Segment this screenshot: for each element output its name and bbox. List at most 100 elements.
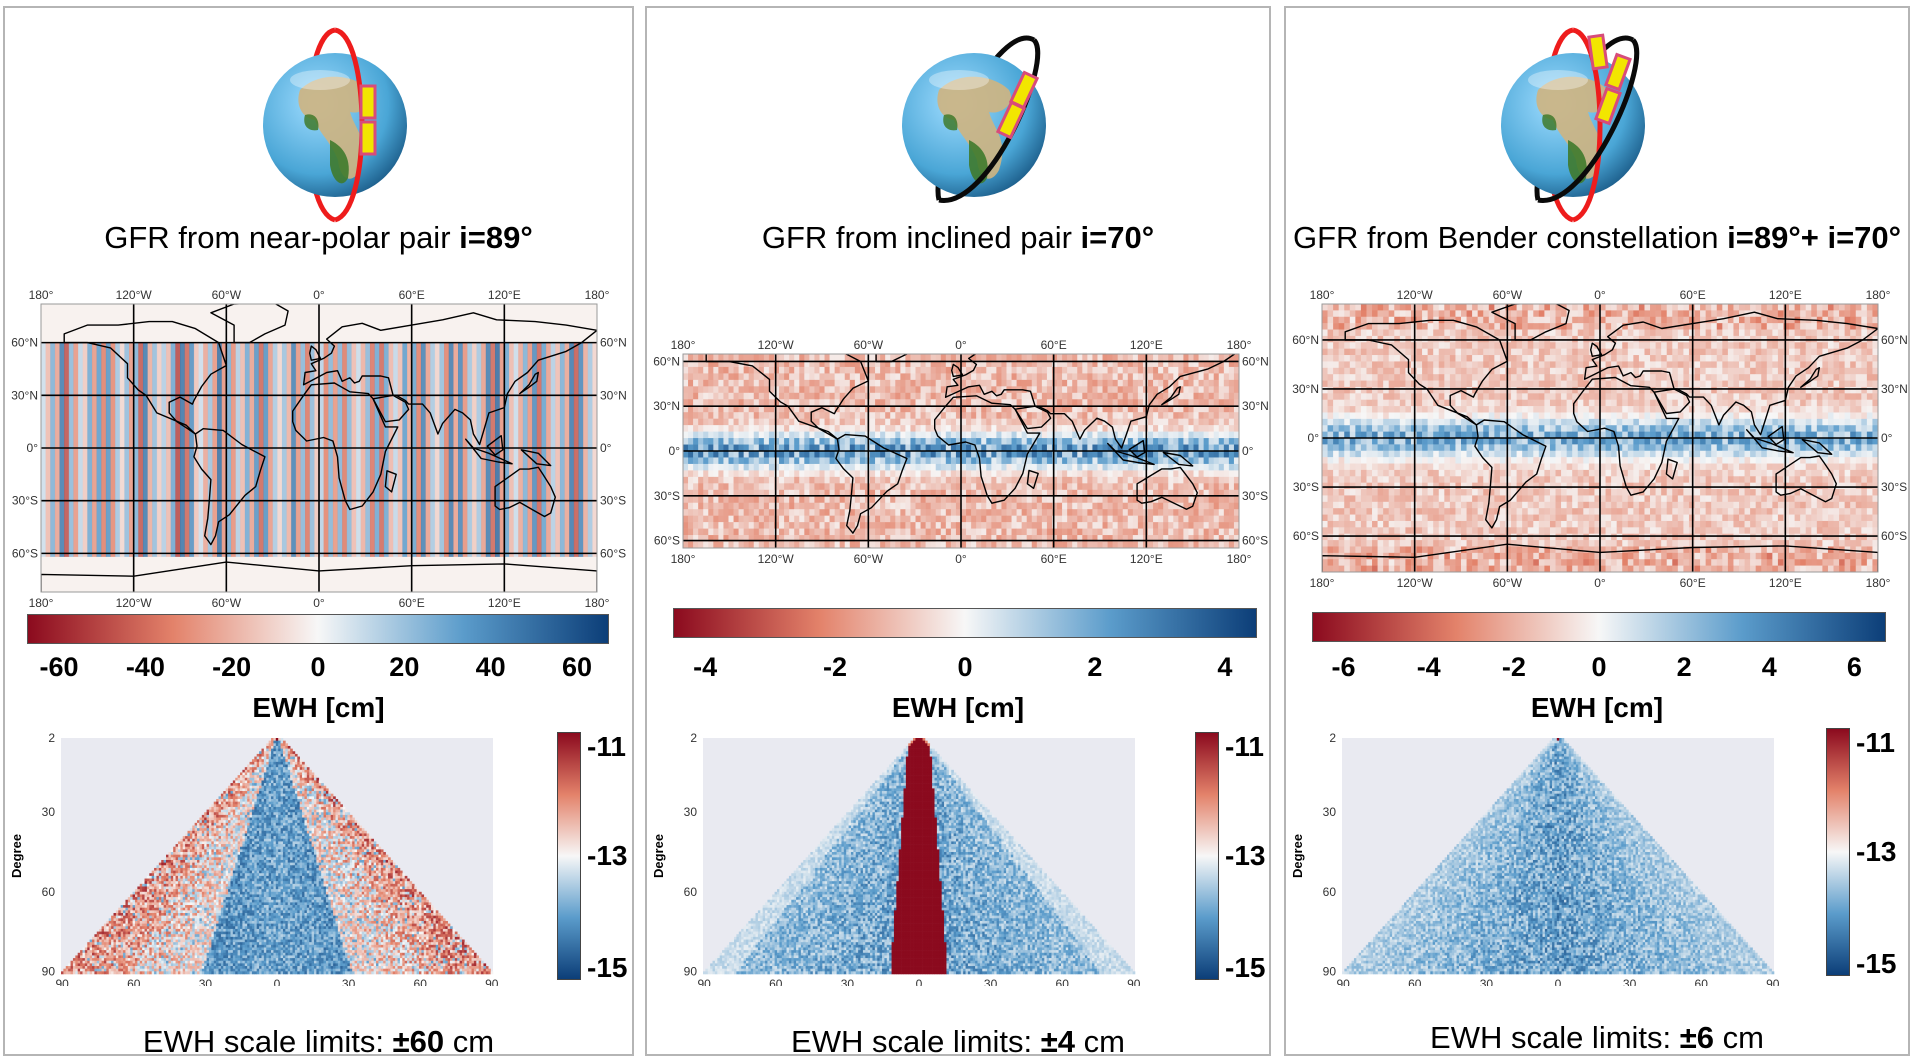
log-colorbar bbox=[1195, 732, 1219, 980]
log-colorbar-tick: -11 bbox=[587, 731, 626, 763]
colorbar-tick-label: -60 bbox=[39, 652, 78, 683]
coastline bbox=[292, 382, 399, 511]
panel-bender: GFR from Bender constellation i=89°+ i=7… bbox=[1284, 6, 1910, 1056]
ewh-colorbar bbox=[1312, 612, 1886, 642]
lon-tick-top: 0° bbox=[955, 338, 967, 352]
log-colorbar bbox=[557, 732, 581, 980]
lat-tick-right: 30°S bbox=[1242, 489, 1268, 503]
colorbar-tick-label: 2 bbox=[1087, 652, 1102, 683]
coastline bbox=[1026, 469, 1039, 490]
lat-tick-left: 30°S bbox=[654, 489, 680, 503]
lon-tick-bottom: 0° bbox=[1594, 576, 1606, 590]
colorbar-tick-label: -2 bbox=[1502, 652, 1526, 683]
order-tick: 60 bbox=[1695, 977, 1709, 986]
coastline bbox=[1583, 311, 1878, 436]
satellite-globe-illustration bbox=[263, 27, 407, 223]
degree-tick: 30 bbox=[42, 805, 56, 819]
order-tick: 0 bbox=[1555, 977, 1562, 986]
lat-tick-left: 60°N bbox=[653, 354, 680, 368]
coastline bbox=[519, 371, 539, 395]
colorbar-tick-label: -2 bbox=[823, 652, 847, 683]
satellite-icon bbox=[359, 120, 377, 156]
lon-tick-top: 0° bbox=[313, 288, 325, 302]
colorbar-tick-label: 20 bbox=[389, 652, 419, 683]
lon-tick-bottom: 120°E bbox=[1130, 552, 1163, 566]
degree-tick: 90 bbox=[1323, 964, 1337, 978]
degree-order-triangle: Degree23060909060300306090Order bbox=[1290, 731, 1780, 986]
lat-tick-right: 60°S bbox=[600, 546, 626, 560]
lat-tick-right: 0° bbox=[1242, 444, 1254, 458]
lat-tick-right: 30°N bbox=[1242, 399, 1269, 413]
order-tick: 30 bbox=[841, 977, 855, 986]
lon-tick-top: 120°W bbox=[758, 338, 795, 352]
order-tick: 90 bbox=[1337, 977, 1351, 986]
degree-tick: 2 bbox=[1329, 731, 1336, 745]
coastline bbox=[193, 427, 266, 546]
colorbar-tick-label: -20 bbox=[212, 652, 251, 683]
satellite-globe-illustration bbox=[902, 35, 1046, 203]
lat-tick-right: 30°S bbox=[1881, 480, 1907, 494]
lat-tick-left: 0° bbox=[1308, 431, 1320, 445]
order-tick: 0 bbox=[916, 977, 923, 986]
colorbar-tick-label: 0 bbox=[957, 652, 972, 683]
lat-tick-left: 60°N bbox=[1292, 333, 1319, 347]
panel-near-polar: GFR from near-polar pair i=89° 180° 180° 12… bbox=[3, 6, 634, 1056]
order-tick: 30 bbox=[342, 977, 356, 986]
coastline bbox=[1665, 458, 1678, 480]
ewh-colorbar bbox=[27, 614, 609, 644]
satellite-icon bbox=[359, 84, 377, 120]
satellite-icon bbox=[995, 100, 1027, 140]
coastline bbox=[705, 354, 870, 440]
lon-tick-top: 180° bbox=[585, 288, 610, 302]
lon-tick-top: 180° bbox=[671, 338, 696, 352]
degree-axis-label: Degree bbox=[651, 834, 666, 878]
degree-tick: 60 bbox=[684, 885, 698, 899]
lon-tick-top: 60°W bbox=[1493, 288, 1523, 302]
colorbar-tick-label: 60 bbox=[562, 652, 592, 683]
colorbar-tick-label: 2 bbox=[1677, 652, 1692, 683]
order-tick: 90 bbox=[1766, 977, 1780, 986]
lon-tick-top: 60°W bbox=[212, 288, 242, 302]
log-colorbar-tick: -13 bbox=[587, 840, 627, 872]
coastline bbox=[1491, 304, 1570, 341]
lat-tick-right: 60°N bbox=[600, 336, 627, 350]
order-tick: 60 bbox=[1408, 977, 1422, 986]
ewh-scale-limits: EWH scale limits: ±6 cm bbox=[1286, 1020, 1908, 1054]
lon-tick-top: 60°W bbox=[854, 338, 884, 352]
log-colorbar-tick: -15 bbox=[1225, 952, 1265, 984]
order-tick: 60 bbox=[127, 977, 141, 986]
coastline bbox=[1474, 419, 1547, 529]
satellite-icon bbox=[1604, 52, 1632, 92]
lat-tick-right: 0° bbox=[1881, 431, 1893, 445]
coastline bbox=[41, 561, 597, 592]
lon-tick-bottom: 0° bbox=[955, 552, 967, 566]
log-colorbar-tick: -13 bbox=[1225, 840, 1265, 872]
order-tick: 0 bbox=[274, 977, 281, 986]
lon-tick-top: 180° bbox=[29, 288, 54, 302]
colorbar-label: EWH [cm] bbox=[647, 692, 1269, 724]
lon-tick-bottom: 120°W bbox=[116, 596, 153, 610]
lon-tick-top: 120°E bbox=[1130, 338, 1163, 352]
lon-tick-bottom: 180° bbox=[29, 596, 54, 610]
lat-tick-left: 0° bbox=[27, 441, 39, 455]
coastline bbox=[1801, 438, 1833, 456]
lat-tick-right: 60°S bbox=[1881, 529, 1907, 543]
lon-tick-top: 60°E bbox=[1041, 338, 1067, 352]
lon-tick-top: 180° bbox=[1866, 288, 1891, 302]
lon-tick-bottom: 60°E bbox=[1680, 576, 1706, 590]
degree-axis-label: Degree bbox=[1290, 834, 1305, 878]
lon-tick-bottom: 60°W bbox=[1493, 576, 1523, 590]
coastline bbox=[1322, 543, 1878, 572]
lat-tick-left: 30°N bbox=[1292, 382, 1319, 396]
order-tick: 30 bbox=[1623, 977, 1637, 986]
lat-tick-left: 60°S bbox=[654, 534, 680, 548]
colorbar-tick-label: 0 bbox=[310, 652, 325, 683]
lat-tick-left: 0° bbox=[669, 444, 681, 458]
lat-tick-right: 60°N bbox=[1242, 354, 1269, 368]
coastline bbox=[875, 354, 909, 363]
order-tick: 90 bbox=[698, 977, 712, 986]
lon-tick-bottom: 180° bbox=[585, 596, 610, 610]
ewh-map: 180° 180° 120°W 120°W 60°W 60°W 0° 0° 60°E 60°E 12… bbox=[5, 288, 632, 620]
coastline bbox=[210, 304, 289, 344]
colorbar-label: EWH [cm] bbox=[5, 692, 632, 724]
